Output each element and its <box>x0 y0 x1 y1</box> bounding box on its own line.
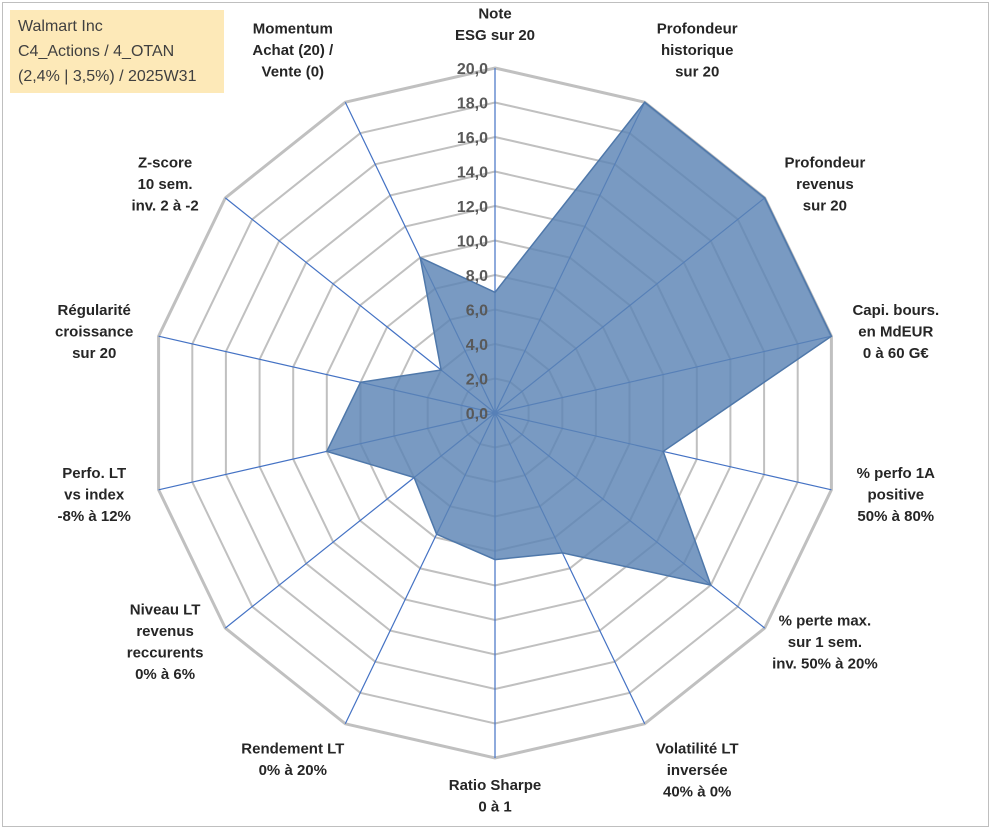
category-label: % perte max. sur 1 sem. inv. 50% à 20% <box>772 612 878 672</box>
category-label: Note ESG sur 20 <box>455 6 535 45</box>
category-label: Ratio Sharpe 0 à 1 <box>449 777 542 816</box>
tick-label: 16,0 <box>457 130 488 147</box>
category-label: Régularité croissance sur 20 <box>55 302 133 362</box>
tick-label: 0,0 <box>466 406 488 423</box>
category-label: Z-score 10 sem. inv. 2 à -2 <box>131 155 198 215</box>
company-name: Walmart Inc <box>18 18 103 35</box>
tick-label: 12,0 <box>457 199 488 216</box>
radial-tick-labels: 0,0 2,0 4,0 6,0 8,0 10,0 12,0 14,0 16,0 18,0 20,0 <box>457 61 488 423</box>
category-labels: Note ESG sur 20 Profondeur historique sur 20… <box>55 6 939 816</box>
category-label: Volatilité LT inversée 40% à 0% <box>656 741 739 801</box>
category-label: % perfo 1A positive 50% à 80% <box>857 465 936 525</box>
tick-label: 8,0 <box>466 268 488 285</box>
tick-label: 18,0 <box>457 96 488 113</box>
category-label: Momentum Achat (20) / Vente (0) <box>252 20 334 80</box>
category-label: Capi. bours. en MdEUR 0 à 60 G€ <box>852 302 939 362</box>
category-label: Profondeur revenus sur 20 <box>784 155 865 215</box>
category-label: Profondeur historique sur 20 <box>657 20 738 80</box>
tick-label: 6,0 <box>466 303 488 320</box>
tick-label: 10,0 <box>457 234 488 251</box>
tick-label: 20,0 <box>457 61 488 78</box>
category-label: Niveau LT revenus reccurents 0% à 6% <box>127 602 204 684</box>
info-box: Walmart Inc C4_Actions / 4_OTAN (2,4% | … <box>10 10 224 93</box>
tick-label: 4,0 <box>466 337 488 354</box>
category-label: Perfo. LT vs index -8% à 12% <box>58 465 131 525</box>
series-area <box>325 101 833 587</box>
tick-label: 14,0 <box>457 165 488 182</box>
yield-week: (2,4% | 3,5%) / 2025W31 <box>18 68 197 85</box>
tick-label: 2,0 <box>466 372 488 389</box>
category-label: Rendement LT 0% à 20% <box>241 741 344 780</box>
fund-category: C4_Actions / 4_OTAN <box>18 43 175 60</box>
